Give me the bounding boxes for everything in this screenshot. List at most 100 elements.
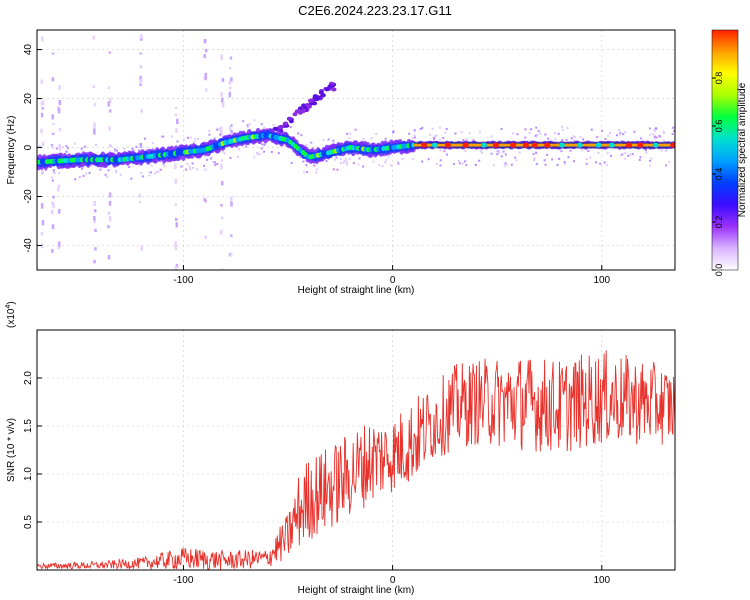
spectrogram-speckle xyxy=(174,113,178,117)
spectrogram-speckle xyxy=(589,156,592,159)
spectrogram-speckle xyxy=(196,137,199,140)
spectrogram-speckle xyxy=(182,138,185,141)
spectrogram-speckle xyxy=(208,129,211,132)
spectrogram-speckle xyxy=(432,136,435,139)
spectrogram-speckle xyxy=(546,137,549,140)
colorbar: 0.0 0.2 0.4 0.6 0.8 Normalized spectral ampl… xyxy=(711,29,748,276)
spectrogram-ridge-dot xyxy=(576,142,583,148)
spectrogram-speckle xyxy=(512,132,515,135)
spectrogram-speckle xyxy=(256,153,259,156)
x-tick-label: 100 xyxy=(593,575,610,586)
spectrogram-speckle xyxy=(139,79,142,85)
spectrogram-speckle xyxy=(175,222,178,228)
spectrogram-speckle xyxy=(649,164,652,167)
snr-scale-label: (x104) xyxy=(5,301,17,328)
spectrogram-speckle xyxy=(51,179,54,182)
spectrogram-speckle xyxy=(221,150,224,153)
spectrogram-speckle xyxy=(214,161,217,164)
spectrogram-speckle xyxy=(572,135,575,138)
spectrogram-speckle xyxy=(596,136,599,139)
spectrogram-speckle xyxy=(504,153,507,156)
spectrogram-speckle xyxy=(619,132,622,135)
spectrogram-ridge-dot xyxy=(522,142,529,148)
snr-plot-area xyxy=(37,330,675,570)
spectrogram-speckle xyxy=(218,127,221,130)
spectrogram-speckle xyxy=(51,144,54,147)
spectrogram-speckle xyxy=(585,162,588,165)
spectrogram-speckle xyxy=(466,147,469,150)
spectrogram-speckle xyxy=(205,88,208,92)
spectrogram-speckle xyxy=(381,165,384,168)
x-tick-label: -100 xyxy=(173,575,193,586)
spectrogram-speckle xyxy=(55,147,58,150)
colorbar-gradient xyxy=(711,29,739,271)
spectrogram-speckle xyxy=(229,56,233,60)
spectrogram-speckle xyxy=(40,112,44,118)
spectrogram-speckle xyxy=(51,249,54,253)
spectrogram-speckle xyxy=(139,52,142,55)
spectrogram-speckle xyxy=(263,126,266,129)
figure-title: C2E6.2024.223.23.17.G11 xyxy=(298,3,452,18)
spectrogram-speckle xyxy=(460,131,463,134)
spectrogram-ridge-dot xyxy=(595,142,602,148)
spectrogram-speckle xyxy=(58,241,61,248)
spectrogram-speckle xyxy=(216,128,219,131)
spectrogram-speckle xyxy=(57,246,60,250)
spectrogram-speckle xyxy=(50,176,53,179)
spectrogram-speckle xyxy=(186,136,189,139)
spectrogram-speckle xyxy=(114,150,117,153)
spectrogram-speckle xyxy=(480,149,483,152)
spectrogram-speckle xyxy=(109,97,112,103)
spectrogram-speckle xyxy=(497,150,500,153)
spectrogram-speckle xyxy=(41,141,45,147)
spectrogram-speckle xyxy=(220,130,223,137)
spectrogram-speckle xyxy=(357,163,360,166)
spectrogram-speckle xyxy=(336,168,339,171)
spectrogram-ridge-dot xyxy=(652,142,659,148)
spectrogram-speckle xyxy=(505,163,508,166)
spectrogram-speckle xyxy=(438,126,441,129)
spectrogram-speckle xyxy=(627,154,630,157)
spectrogram-speckle xyxy=(411,137,414,140)
spectrogram-data xyxy=(37,34,675,270)
spectrogram-branch-blob xyxy=(283,121,289,126)
spectrogram-ridge-dot xyxy=(462,142,469,148)
spectrogram-speckle xyxy=(228,91,231,98)
spectrogram-speckle xyxy=(533,159,536,162)
spectrogram-speckle xyxy=(655,127,658,130)
spectrogram-speckle xyxy=(567,156,570,159)
spectrogram-speckle xyxy=(346,160,349,163)
x-tick-label: -100 xyxy=(173,275,193,286)
spectrogram-branch-blob xyxy=(327,84,333,89)
spectrogram-speckle xyxy=(153,172,156,175)
spectrogram-speckle xyxy=(57,208,61,214)
spectrogram-speckle xyxy=(270,151,273,154)
spectrogram-speckle xyxy=(52,195,55,199)
spectrogram-speckle xyxy=(544,133,547,136)
spectrogram-speckle xyxy=(478,159,481,162)
spectrogram-speckle xyxy=(192,166,195,169)
spectrogram-speckle xyxy=(174,244,178,251)
spectrogram-speckle xyxy=(139,34,143,39)
spectrogram-speckle xyxy=(220,229,223,235)
spectrogram-speckle xyxy=(610,154,613,157)
spectrogram-speckle xyxy=(191,162,194,165)
spectrogram-speckle xyxy=(135,145,138,148)
spectrogram-speckle xyxy=(413,134,416,137)
spectrogram-speckle xyxy=(362,165,365,168)
spectrogram-speckle xyxy=(260,123,263,126)
spectrogram-speckle xyxy=(518,151,521,154)
spectrogram-speckle xyxy=(411,158,414,161)
spectrogram-speckle xyxy=(88,171,91,174)
spectrogram-ridge-dot xyxy=(531,142,538,148)
spectrogram-speckle xyxy=(358,157,361,160)
spectrogram-speckle xyxy=(242,120,245,123)
spectrogram-speckle xyxy=(561,125,564,128)
spectrogram-speckle xyxy=(53,172,56,175)
spectrogram-speckle xyxy=(73,142,76,145)
spectrogram-ridge-dot xyxy=(670,142,675,148)
spectrogram-speckle xyxy=(263,143,266,146)
spectrogram-speckle xyxy=(78,152,81,155)
colorbar-tick-label: 0.2 xyxy=(714,216,724,229)
spectrogram-speckle xyxy=(119,173,122,176)
